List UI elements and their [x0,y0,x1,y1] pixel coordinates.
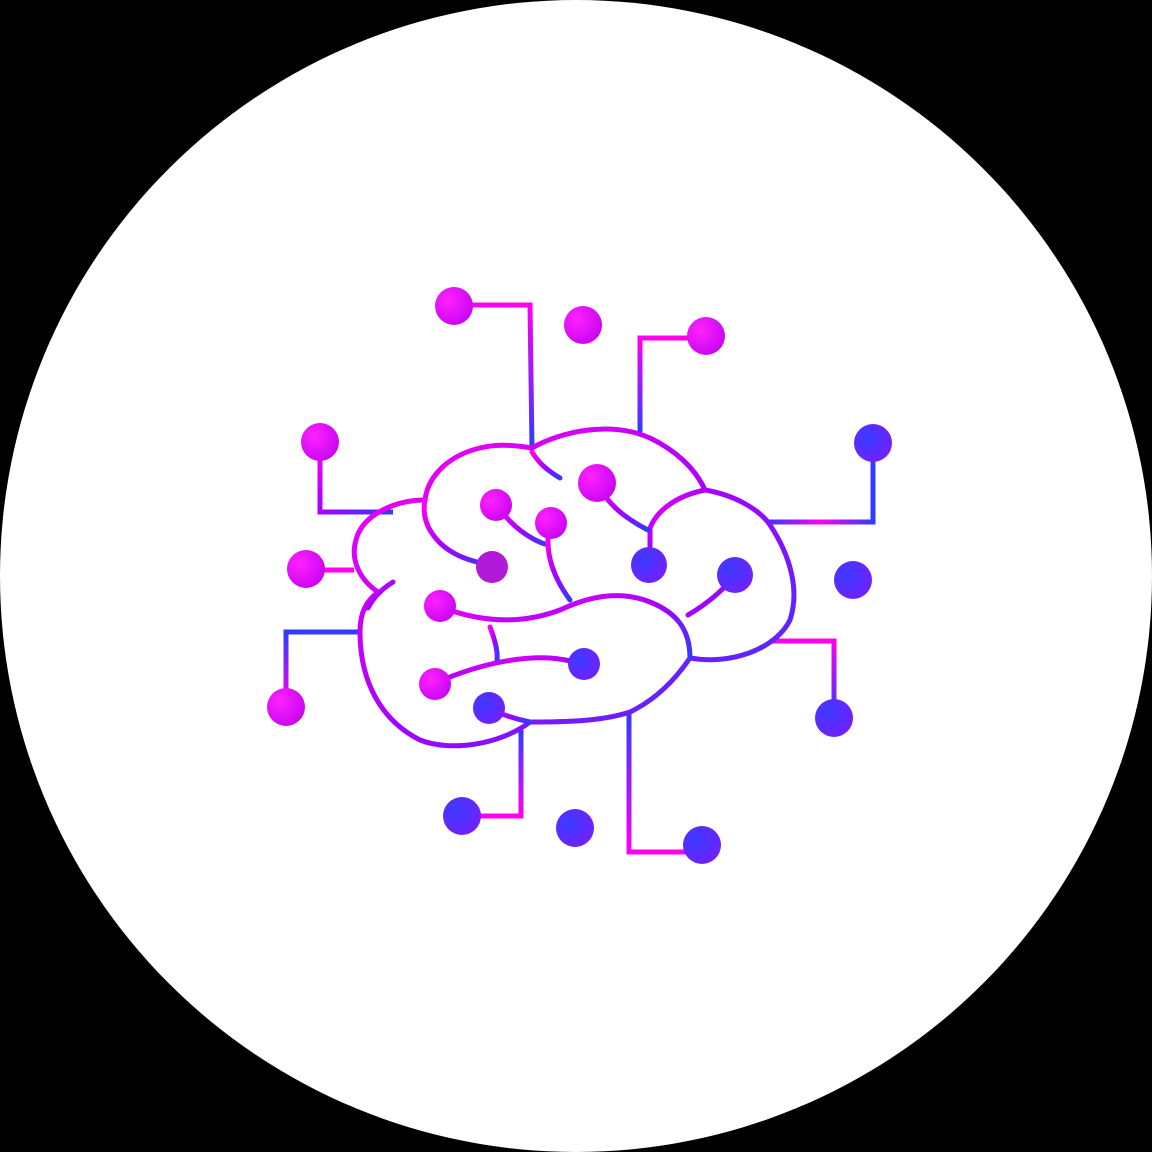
node-inner-1 [480,489,512,521]
fold-5 [647,487,708,549]
node-inner-10 [473,692,505,724]
fold-3 [365,579,396,611]
node-right-lower [815,699,853,737]
node-inner-2 [535,507,567,539]
node-left-lower [267,688,305,726]
node-inner-6 [717,557,753,593]
brain-outline [351,426,797,749]
node-top-center [564,306,602,344]
lead-bottom-left [462,730,524,819]
node-left-upper [301,423,339,461]
node-left-middle [287,550,325,588]
fold-1 [529,449,563,481]
node-bottom-center [556,809,594,847]
node-right-upper [854,424,892,462]
brain-contour [351,426,797,749]
lead-top-left [455,302,535,449]
fold-4 [438,593,693,661]
node-top-left [435,287,473,325]
fold-10 [487,624,500,663]
node-bottom-left [443,797,481,835]
node-inner-8 [568,648,600,680]
lead-left-upper [317,442,393,515]
node-inner-5 [631,547,667,583]
node-inner-4 [476,551,508,583]
lead-top-right [637,335,706,432]
lead-right-lower [772,638,837,718]
lead-right-upper [768,443,876,525]
lead-left-lower [283,629,360,705]
node-right-middle [834,561,872,599]
node-inner-9 [419,668,451,700]
node-top-right [687,317,725,355]
node-bottom-right [683,826,721,864]
circuit-nodes [267,287,892,864]
lead-bottom-right [626,712,702,855]
node-inner-7 [424,590,456,622]
node-inner-3 [578,464,616,502]
